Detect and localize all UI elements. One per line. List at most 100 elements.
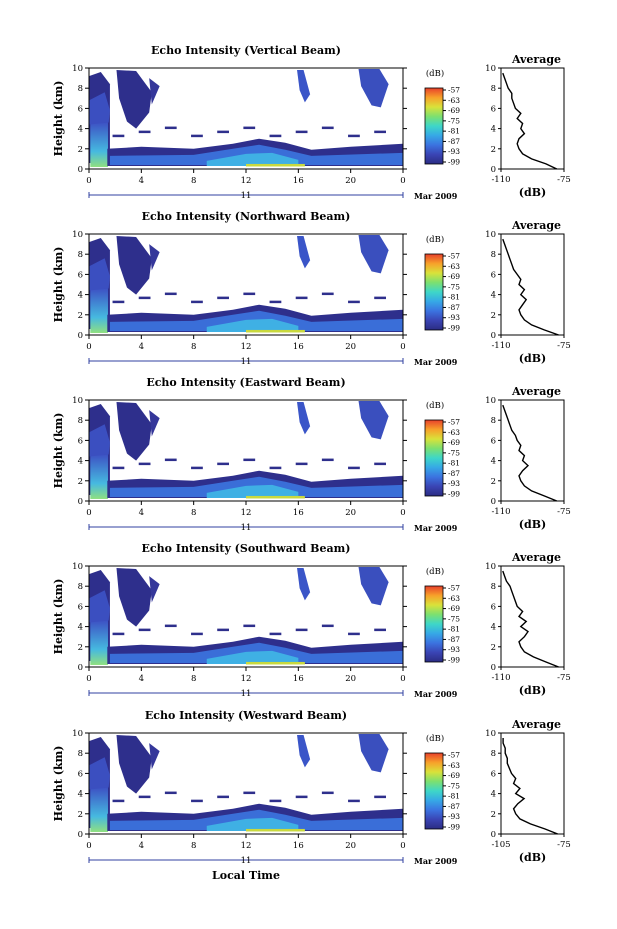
echo-mid-streak [348,799,360,803]
colorbar-tick-label: -57 [448,584,460,593]
echo-mid-streak [295,296,308,300]
echo-mid-streak [138,462,151,466]
average-x-tick-label: -75 [557,341,571,351]
echo-mid-streak [217,795,229,799]
colorbar [424,87,444,165]
colorbar-tick-label: -63 [448,428,460,437]
average-y-tick-label: 4 [491,457,496,467]
average-x-label: (dB) [519,518,546,531]
echo-mid-streak [321,126,334,130]
x-tick-label: 0 [400,674,405,684]
heatmap-field [89,69,404,167]
y-tick-label: 8 [78,84,83,94]
average-frame [500,732,565,835]
colorbar-tick-label: -69 [448,272,460,281]
x-tick-label: 20 [345,841,356,851]
average-y-tick-label: 10 [485,230,496,240]
echo-cloud-fragment [149,576,160,603]
echo-cloud-mid [89,258,110,291]
colorbar-unit: (dB) [426,234,444,245]
average-y-tick-label: 10 [485,562,496,572]
echo-mid-streak [112,466,125,470]
y-tick-label: 2 [78,145,83,155]
x-tick-label: 0 [86,841,91,851]
echo-column-bright [90,454,108,499]
echo-cloud-1600 [297,568,311,601]
colorbar-tick-label: -81 [448,127,460,136]
y-tick-label: 4 [78,623,83,633]
y-tick-label: 0 [78,331,83,341]
colorbar [424,253,444,331]
average-y-tick-label: 4 [491,291,496,301]
average-y-tick-label: 2 [491,810,496,820]
y-tick-label: 10 [72,396,83,406]
echo-mid-streak [374,795,386,799]
average-x-label: (dB) [519,684,546,697]
echo-column-bright [90,787,108,832]
echo-mid-streak [348,632,360,636]
y-tick-label: 4 [78,125,83,135]
average-y-tick-label: 10 [485,64,496,74]
echo-mid-streak [112,300,125,304]
echo-boundary-strong [206,318,299,332]
echo-mid-streak [269,632,282,636]
echo-mid-streak [321,458,334,462]
y-tick-label: 6 [78,104,83,114]
colorbar-unit: (dB) [426,400,444,411]
average-x-tick-label: -75 [557,673,571,683]
y-tick-label: 10 [72,729,83,739]
y-tick-label: 10 [72,64,83,74]
average-y-tick-label: 2 [491,643,496,653]
x-tick-label: 8 [191,342,196,352]
average-title: Average [511,219,561,232]
x-tick-label: 12 [241,674,252,684]
echo-column-bright [90,288,108,333]
colorbar-tick-label: -99 [448,656,460,665]
echo-mid-streak [295,462,308,466]
x-tick-label: 0 [86,674,91,684]
colorbar-tick-label: -81 [448,293,460,302]
average-profile-line [502,238,559,336]
x-tick-label: 12 [241,176,252,186]
echo-mid-streak [374,462,386,466]
average-title: Average [511,53,561,66]
colorbar-tick-label: -57 [448,86,460,95]
x-tick-label: 16 [293,176,304,186]
heatmap-field [89,235,404,333]
echo-cloud-fragment [149,244,160,271]
x-tick-label: 8 [191,674,196,684]
y-tick-label: 8 [78,416,83,426]
average-y-tick-label: 10 [485,396,496,406]
average-x-tick-label: -110 [491,341,510,351]
average-profile-line [502,72,558,170]
x-tick-label: 20 [345,674,356,684]
colorbar-tick-label: -93 [448,313,460,322]
echo-mid-streak [269,300,282,304]
colorbar-tick-label: -99 [448,490,460,499]
echo-surface-peak [246,329,305,333]
heatmap-field [89,567,404,665]
average-y-tick-label: 4 [491,790,496,800]
panel-title: Echo Intensity (Vertical Beam) [151,44,341,57]
echo-mid-streak [164,126,177,130]
echo-cloud-0330 [116,735,152,794]
echo-cloud-0330 [116,70,152,129]
echo-mid-streak [138,130,151,134]
average-y-tick-label: 8 [491,749,496,759]
y-axis-label: Height (km) [52,247,65,323]
y-tick-label: 0 [78,663,83,673]
colorbar [424,419,444,497]
y-tick-label: 8 [78,250,83,260]
average-x-tick-label: -75 [557,175,571,185]
echo-boundary-strong [206,484,299,498]
echo-mid-streak [191,300,203,304]
echo-cloud-1600 [297,70,311,103]
average-x-label: (dB) [519,851,546,864]
colorbar-tick-label: -69 [448,771,460,780]
echo-cloud-1600 [297,402,311,435]
x-tick-label: 0 [86,176,91,186]
average-x-tick-label: -105 [491,840,510,850]
echo-mid-streak [217,462,229,466]
y-tick-label: 8 [78,749,83,759]
echo-surface-peak [246,828,305,832]
